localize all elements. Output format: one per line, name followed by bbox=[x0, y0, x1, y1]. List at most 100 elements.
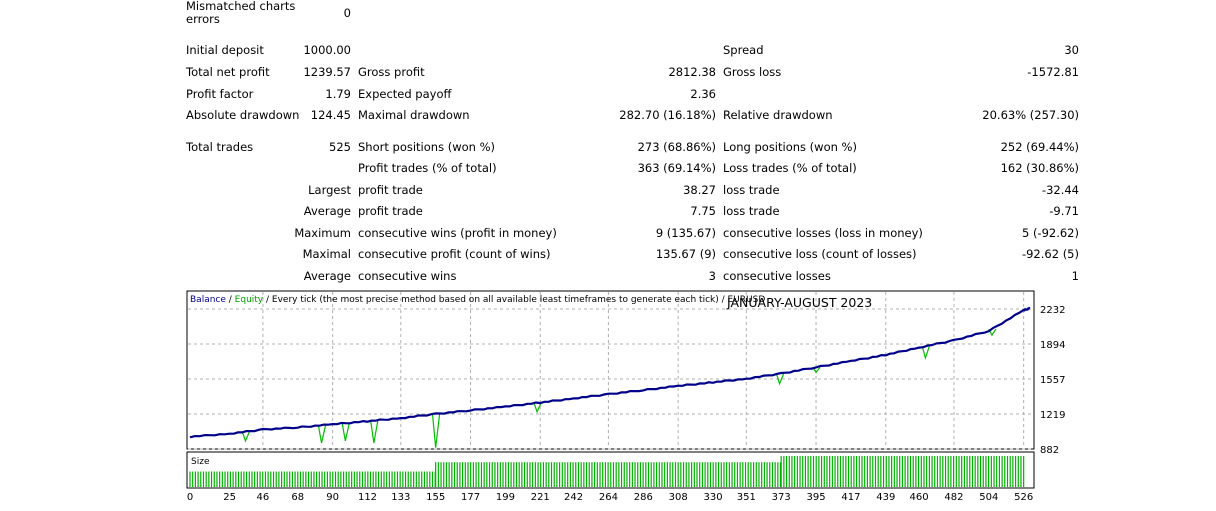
equity-dip bbox=[241, 431, 250, 443]
row-value-2: 38.27 bbox=[683, 183, 716, 197]
row-value-2: 3 bbox=[708, 269, 716, 283]
row-value: 1239.57 bbox=[303, 65, 351, 79]
row-label-2: Gross profit bbox=[358, 65, 425, 79]
row-value-3: 5 (-92.62) bbox=[1021, 226, 1079, 240]
legend-rest: / Every tick (the most precise method ba… bbox=[263, 295, 766, 305]
x-tick-label: 460 bbox=[910, 492, 929, 503]
row-value-2: 363 (69.14%) bbox=[637, 161, 716, 175]
y-tick-label: 1557 bbox=[1040, 375, 1065, 386]
row-value: Maximal bbox=[302, 247, 351, 261]
row-value-3: 30 bbox=[1064, 43, 1079, 57]
row-label: Initial deposit bbox=[186, 43, 264, 57]
row-label-2: Expected payoff bbox=[358, 87, 452, 101]
row-value-3: 1 bbox=[1071, 269, 1079, 283]
x-tick-label: 112 bbox=[358, 492, 377, 503]
row-value-2: 9 (135.67) bbox=[655, 226, 716, 240]
row-value-3: 162 (30.86%) bbox=[1000, 161, 1079, 175]
row-label-3: Relative drawdown bbox=[723, 108, 833, 122]
equity-dip bbox=[317, 425, 327, 444]
row-value-3: 252 (69.44%) bbox=[1000, 140, 1079, 154]
main-plot-frame bbox=[186, 290, 1035, 450]
mismatched-charts-label: Mismatched charts errors bbox=[186, 0, 296, 26]
x-tick-label: 90 bbox=[326, 492, 339, 503]
legend-balance: Balance bbox=[190, 295, 226, 305]
x-tick-label: 242 bbox=[564, 492, 583, 503]
chart-lines bbox=[189, 306, 1031, 448]
row-label-3: Loss trades (% of total) bbox=[723, 161, 857, 175]
row-label-3: Long positions (won %) bbox=[723, 140, 857, 154]
row-value: Average bbox=[303, 269, 351, 283]
row-label: Profit factor bbox=[186, 87, 254, 101]
x-tick-label: 199 bbox=[496, 492, 515, 503]
row-value-2: 2812.38 bbox=[668, 65, 716, 79]
x-tick-label: 155 bbox=[426, 492, 445, 503]
row-value: 1000.00 bbox=[303, 43, 351, 57]
row-label: Total trades bbox=[186, 140, 254, 154]
row-value-2: 7.75 bbox=[690, 204, 716, 218]
row-value-2: 135.67 (9) bbox=[655, 247, 716, 261]
y-tick-label: 1894 bbox=[1040, 340, 1065, 351]
row-value: Average bbox=[303, 204, 351, 218]
row-label-2: profit trade bbox=[358, 183, 423, 197]
size-panel-label: Size bbox=[191, 457, 210, 467]
row-label-3: Spread bbox=[723, 43, 764, 57]
legend-equity: Equity bbox=[234, 295, 264, 305]
row-value-3: -92.62 (5) bbox=[1021, 247, 1079, 261]
row-value: Maximum bbox=[294, 226, 351, 240]
x-tick-label: 417 bbox=[841, 492, 860, 503]
x-tick-label: 373 bbox=[772, 492, 791, 503]
row-label-2: Maximal drawdown bbox=[358, 108, 470, 122]
x-tick-labels: 0 25 46 68 90 112 133 155 177 199 221 242 264 286 308 3… bbox=[187, 492, 1033, 503]
row-value-2: 2.36 bbox=[690, 87, 716, 101]
row-label-3: loss trade bbox=[723, 204, 780, 218]
row-label-3: consecutive losses bbox=[723, 269, 831, 283]
equity-dip bbox=[533, 402, 542, 414]
row-value-3: -9.71 bbox=[1049, 204, 1079, 218]
x-tick-label: 264 bbox=[599, 492, 618, 503]
row-value-2: 282.70 (16.18%) bbox=[619, 108, 716, 122]
row-label-2: profit trade bbox=[358, 204, 423, 218]
row-label-3: loss trade bbox=[723, 183, 780, 197]
y-tick-label: 2232 bbox=[1040, 305, 1065, 316]
equity-dip bbox=[370, 420, 379, 444]
row-label-2: consecutive wins bbox=[358, 269, 457, 283]
row-value-2: 273 (68.86%) bbox=[637, 140, 716, 154]
y-tick-label: 882 bbox=[1040, 445, 1059, 456]
row-value: 525 bbox=[329, 140, 351, 154]
row-value-3: -32.44 bbox=[1041, 183, 1079, 197]
x-tick-label: 177 bbox=[461, 492, 480, 503]
mismatched-charts-value: 0 bbox=[343, 6, 351, 20]
chart-overlay-title: JANUARY-AUGUST 2023 bbox=[727, 295, 873, 310]
x-tick-label: 330 bbox=[703, 492, 722, 503]
row-label-3: consecutive loss (count of losses) bbox=[723, 247, 917, 261]
row-value-3: 20.63% (257.30) bbox=[982, 108, 1079, 122]
x-tick-label: 308 bbox=[669, 492, 688, 503]
row-label-2: consecutive profit (count of wins) bbox=[358, 247, 551, 261]
row-label-2: Short positions (won %) bbox=[358, 140, 496, 154]
row-label-3: Gross loss bbox=[723, 65, 782, 79]
row-label: Total net profit bbox=[186, 65, 270, 79]
x-tick-label: 286 bbox=[634, 492, 653, 503]
equity-dip bbox=[921, 346, 930, 361]
y-tick-label: 1219 bbox=[1040, 410, 1065, 421]
row-value: 1.79 bbox=[325, 87, 351, 101]
balance-line bbox=[189, 306, 1031, 439]
equity-dip bbox=[775, 373, 785, 386]
x-tick-label: 68 bbox=[291, 492, 304, 503]
x-tick-label: 46 bbox=[257, 492, 270, 503]
x-tick-label: 351 bbox=[737, 492, 756, 503]
row-label-2: consecutive wins (profit in money) bbox=[358, 226, 557, 240]
row-label: Absolute drawdown bbox=[186, 108, 300, 122]
chart-legend: Balance / Equity / Every tick (the most … bbox=[190, 295, 765, 306]
x-tick-label: 25 bbox=[223, 492, 236, 503]
x-tick-label: 221 bbox=[531, 492, 550, 503]
size-bars bbox=[189, 456, 1025, 487]
y-tick-labels: 2232 1894 1557 1219 882 bbox=[1040, 305, 1065, 456]
row-label-3: consecutive losses (loss in money) bbox=[723, 226, 923, 240]
x-tick-label: 0 bbox=[187, 492, 193, 503]
legend-sep: / bbox=[225, 295, 235, 305]
equity-dip bbox=[341, 423, 350, 442]
equity-dip bbox=[431, 413, 441, 448]
row-value: 124.45 bbox=[310, 108, 351, 122]
